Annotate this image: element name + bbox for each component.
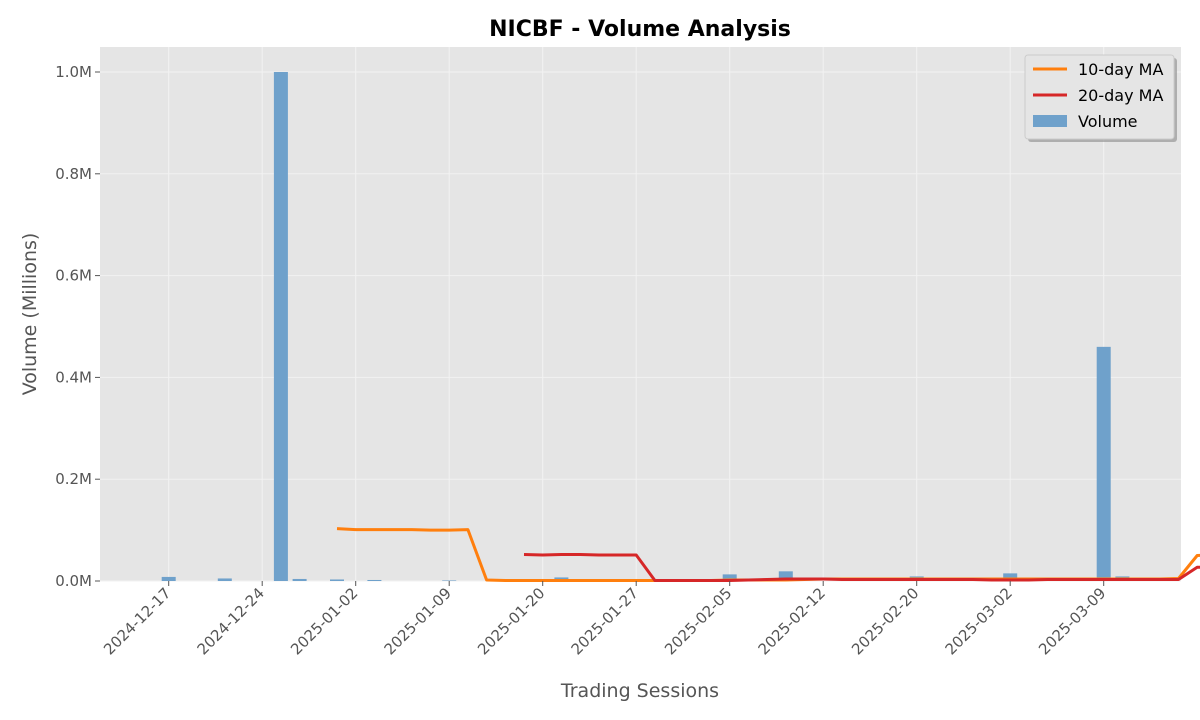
volume-bar (1003, 573, 1018, 581)
y-tick-label: 1.0M (55, 63, 92, 81)
y-axis-title: Volume (Millions) (19, 233, 41, 396)
legend-label-volume: Volume (1078, 112, 1138, 131)
legend-label-ma10: 10-day MA (1078, 60, 1163, 79)
legend-swatch-volume (1033, 115, 1067, 127)
chart-title: NICBF - Volume Analysis (489, 17, 791, 42)
volume-bar (292, 578, 307, 581)
ma20-line (523, 553, 1200, 582)
moving-average-lines (336, 527, 1200, 582)
legend-label-ma20: 20-day MA (1078, 86, 1163, 105)
y-tick-label: 0.0M (55, 572, 92, 590)
legend: 10-day MA 20-day MA Volume (1024, 54, 1177, 142)
volume-bar (217, 578, 232, 581)
volume-bar (330, 579, 344, 581)
volume-bar (442, 580, 457, 581)
y-tick-label: 0.4M (55, 368, 92, 386)
y-tick-label: 0.8M (55, 165, 92, 183)
volume-bar (1096, 346, 1111, 581)
volume-bar (722, 574, 737, 581)
volume-bar (367, 579, 382, 581)
volume-bar (273, 72, 288, 581)
y-tick-label: 0.6M (55, 267, 92, 285)
y-tick-label: 0.2M (55, 470, 92, 488)
volume-bar (778, 571, 793, 581)
x-axis-title: Trading Sessions (560, 680, 719, 702)
volume-bar (161, 576, 176, 581)
